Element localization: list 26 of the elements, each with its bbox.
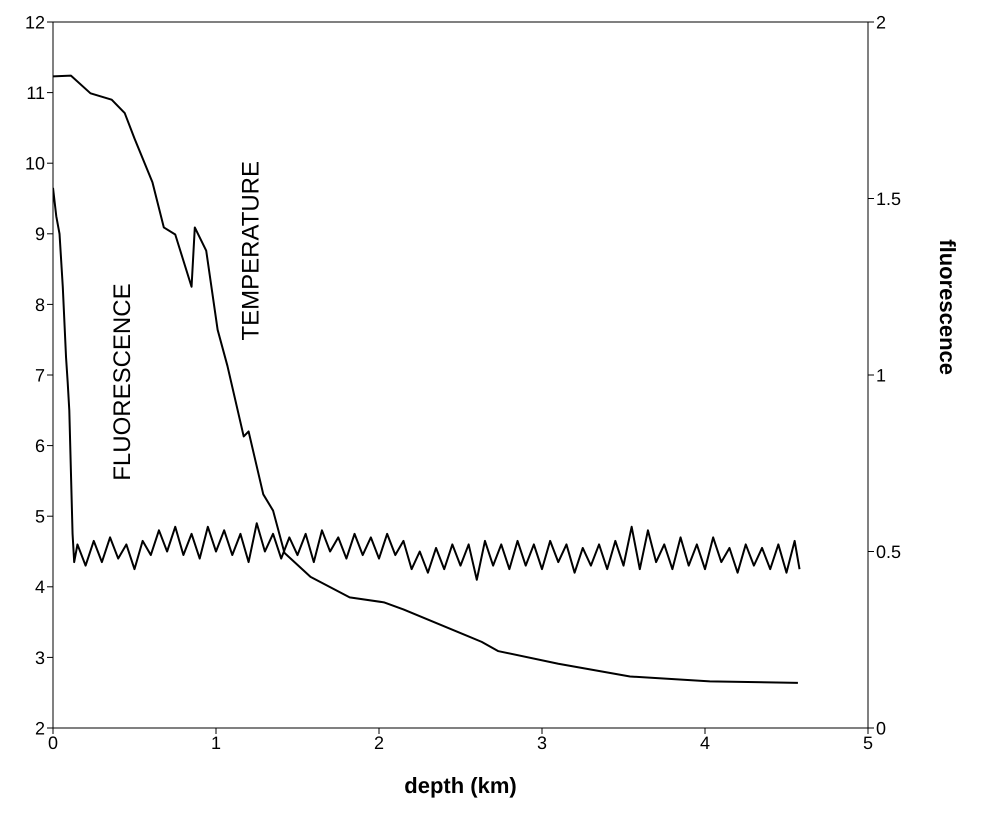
y-tick-label: 12 — [24, 12, 45, 32]
y-tick-label: 4 — [34, 577, 45, 598]
y-tick-label: 10 — [24, 154, 45, 174]
y2-axis-title: fluorescence — [935, 239, 960, 375]
x-axis-title: depth (km) — [404, 773, 517, 798]
y-tick-label: 7 — [34, 365, 45, 386]
y-tick-label: 3 — [34, 648, 45, 668]
x-tick-label: 0 — [48, 732, 58, 753]
x-tick-label: 4 — [700, 732, 710, 753]
x-tick-label: 3 — [536, 732, 548, 753]
y2-tick-label: 2 — [876, 12, 886, 32]
text: FLUORESCENCE — [109, 283, 136, 481]
text: TEMPERATURE — [238, 160, 265, 341]
y-tick-label: 8 — [34, 294, 45, 315]
x-tick-label: 2 — [374, 732, 384, 753]
x-tick-label: 1 — [210, 732, 222, 753]
y2-tick-label: 1 — [876, 365, 886, 386]
y2-tick-label: 1.5 — [876, 188, 902, 209]
x-tick-label: 5 — [862, 732, 874, 753]
y-tick-label: 9 — [34, 224, 45, 244]
y2-tick-label: 0 — [876, 718, 886, 738]
y2-tick-label: 0.5 — [876, 542, 902, 562]
y-tick-label: 11 — [26, 82, 45, 103]
y-tick-label: 5 — [34, 506, 45, 527]
y-tick-label: 6 — [34, 436, 45, 456]
y-tick-label: 2 — [34, 718, 45, 738]
